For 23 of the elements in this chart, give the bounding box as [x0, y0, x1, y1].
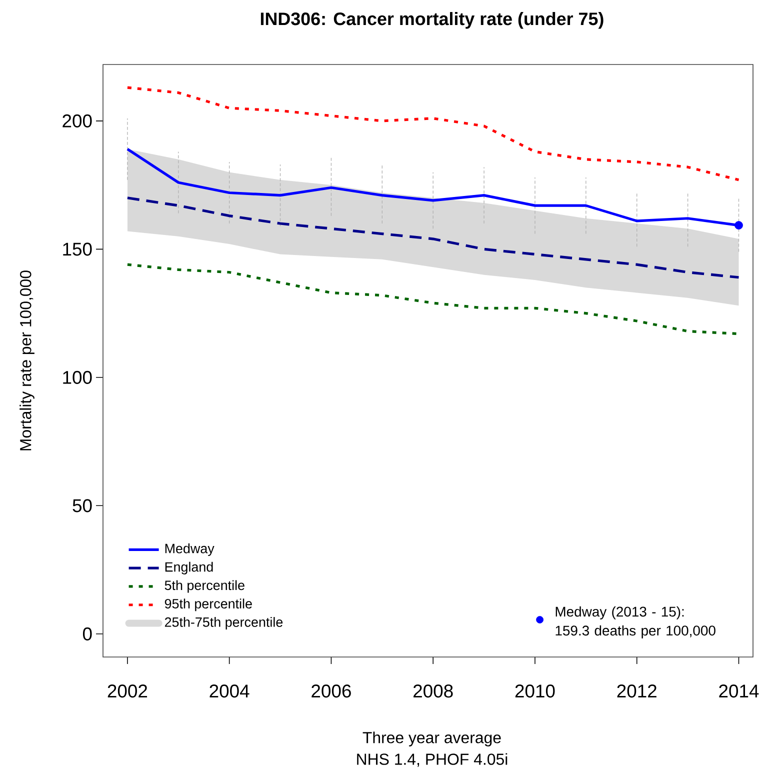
legend-label: Medway	[165, 543, 214, 556]
y-tick-label: 100	[63, 370, 92, 384]
legend-label: England	[165, 562, 213, 574]
x-tick-label: 2014	[719, 684, 759, 698]
chart-title: IND306: Cancer mortality rate (under 75)	[260, 12, 604, 29]
legend-label: 95th percentile	[164, 598, 252, 612]
x-axis-title: Three year average	[362, 732, 501, 746]
x-tick-label: 2004	[210, 684, 250, 698]
text: NHS 1.4, PHOF 4.05i	[357, 753, 508, 767]
x-tick-label: 2006	[312, 684, 351, 698]
x-tick-label: 2002	[108, 684, 148, 698]
y-axis-title: Mortality rate per 100,000	[20, 270, 34, 450]
legend-label: 5th percentile	[164, 580, 244, 593]
y-tick-label: 150	[63, 242, 92, 256]
y-tick-label: 200	[62, 114, 92, 128]
line-series	[126, 86, 740, 182]
x-tick-label: 2008	[414, 684, 453, 698]
y-tick-label: 0	[82, 627, 92, 640]
legend-label: Medway (2013 - 15): 159.3 deaths per 100,000	[556, 606, 716, 638]
x-tick-label: 2010	[515, 684, 555, 698]
y-tick-label: 50	[72, 499, 92, 512]
x-tick-label: 2012	[617, 684, 656, 698]
legend-label: 25th-75th percentile	[164, 617, 283, 630]
